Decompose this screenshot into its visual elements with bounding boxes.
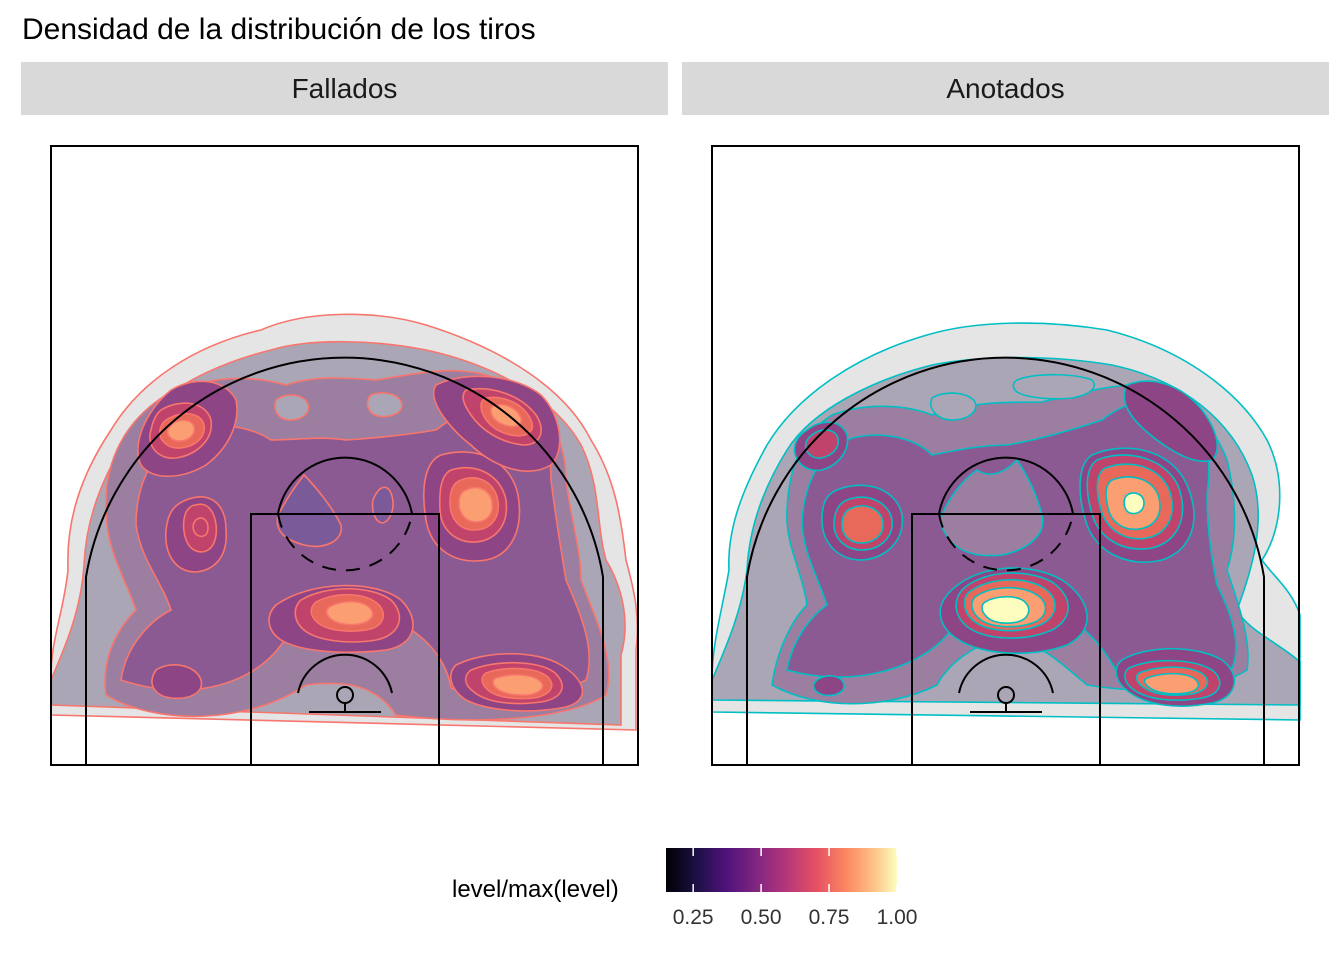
contour-level-8 (325, 600, 374, 626)
panel-fallados (50, 145, 639, 766)
contour-level-6 (804, 429, 840, 459)
contour-level-5 (812, 675, 845, 697)
density-contours-fallados (50, 313, 639, 731)
court-lines-anotados (711, 145, 1300, 766)
contour-level-4b (276, 473, 342, 547)
paint-lane (911, 513, 1101, 766)
facet-strip-fallados: Fallados (21, 62, 668, 115)
colorbar-tick-label: 0.25 (672, 906, 714, 929)
legend-title: level/max(level) (452, 876, 619, 903)
contour-level-5 (151, 664, 203, 700)
three-point-line (746, 356, 1265, 765)
panel-anotados (711, 145, 1301, 766)
free-throw-circle-top (277, 456, 413, 515)
contour-level-9 (981, 595, 1030, 624)
contour-level-8 (458, 486, 494, 523)
density-contours-anotados (711, 322, 1301, 721)
contour-level-8 (166, 419, 196, 442)
colorbar-gradient (666, 848, 897, 892)
chart-title: Densidad de la distribución de los tiros (22, 13, 536, 46)
facet-strip-anotados: Anotados (682, 62, 1329, 115)
court-lines-fallados (50, 145, 639, 766)
contour-level-2b (930, 392, 977, 421)
contour-level-6 (192, 517, 209, 538)
restricted-area (297, 653, 393, 694)
paint-lane (250, 513, 440, 766)
contour-level-3b (939, 458, 1044, 557)
free-throw-circle-bottom (938, 513, 1074, 572)
legend-colorbar (666, 848, 898, 892)
contour-level-9 (1123, 492, 1145, 515)
colorbar-tick-label: 0.75 (808, 906, 850, 929)
colorbar-tick-label: 1.00 (876, 906, 918, 929)
contour-level-2b (1012, 373, 1096, 400)
three-point-line (85, 356, 604, 765)
restricted-area (958, 653, 1054, 694)
contour-level-8 (489, 403, 523, 428)
free-throw-circle-bottom (277, 513, 413, 572)
colorbar-ticks (692, 848, 898, 892)
contour-level-8 (492, 674, 544, 696)
contour-level-2b (274, 394, 310, 421)
contour-level-2b (366, 392, 403, 418)
contour-level-7 (841, 505, 884, 544)
free-throw-circle-top (938, 456, 1074, 515)
contour-level-8 (1143, 672, 1200, 695)
colorbar-tick-label: 0.50 (740, 906, 782, 929)
